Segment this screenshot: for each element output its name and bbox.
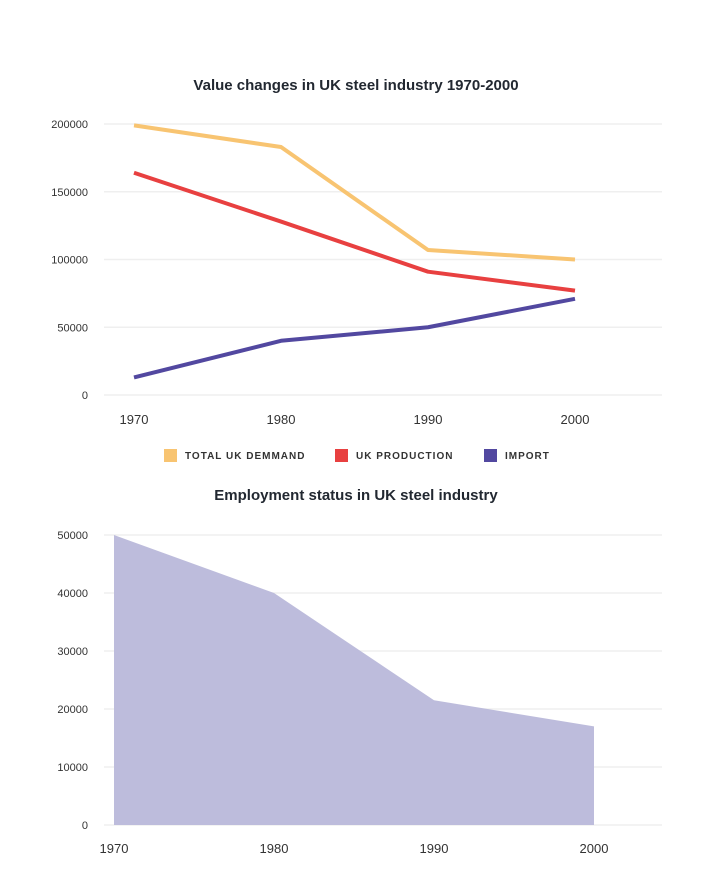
x-tick-label: 1980 (267, 412, 296, 427)
y-tick-label: 10000 (57, 762, 88, 774)
legend-label: UK PRODUCTION (356, 451, 453, 462)
x-tick-label: 2000 (561, 412, 590, 427)
x-tick-label: 2000 (580, 841, 609, 856)
y-tick-label: 30000 (57, 646, 88, 658)
y-tick-label: 150000 (51, 187, 88, 199)
x-tick-label: 1970 (120, 412, 149, 427)
legend-swatch (335, 449, 348, 462)
legend-label: TOTAL UK DEMMAND (185, 451, 305, 462)
chart1-title: Value changes in UK steel industry 1970-… (193, 77, 518, 94)
y-tick-label: 0 (82, 390, 88, 402)
y-tick-label: 20000 (57, 704, 88, 716)
series-line-2 (133, 296, 576, 380)
legend-swatch (164, 449, 177, 462)
y-tick-label: 100000 (51, 255, 88, 267)
y-tick-label: 0 (82, 820, 88, 832)
area-series (114, 535, 594, 825)
series-line-0 (133, 123, 576, 262)
x-tick-label: 1980 (260, 841, 289, 856)
legend-label: IMPORT (505, 451, 550, 462)
y-tick-label: 50000 (57, 530, 88, 542)
chart2-title: Employment status in UK steel industry (214, 487, 498, 504)
legend-swatch (484, 449, 497, 462)
x-tick-label: 1990 (420, 841, 449, 856)
y-tick-label: 40000 (57, 588, 88, 600)
series-line-1 (133, 170, 576, 293)
x-tick-label: 1990 (414, 412, 443, 427)
x-tick-label: 1970 (100, 841, 129, 856)
y-tick-label: 50000 (57, 322, 88, 334)
y-tick-label: 200000 (51, 119, 88, 131)
